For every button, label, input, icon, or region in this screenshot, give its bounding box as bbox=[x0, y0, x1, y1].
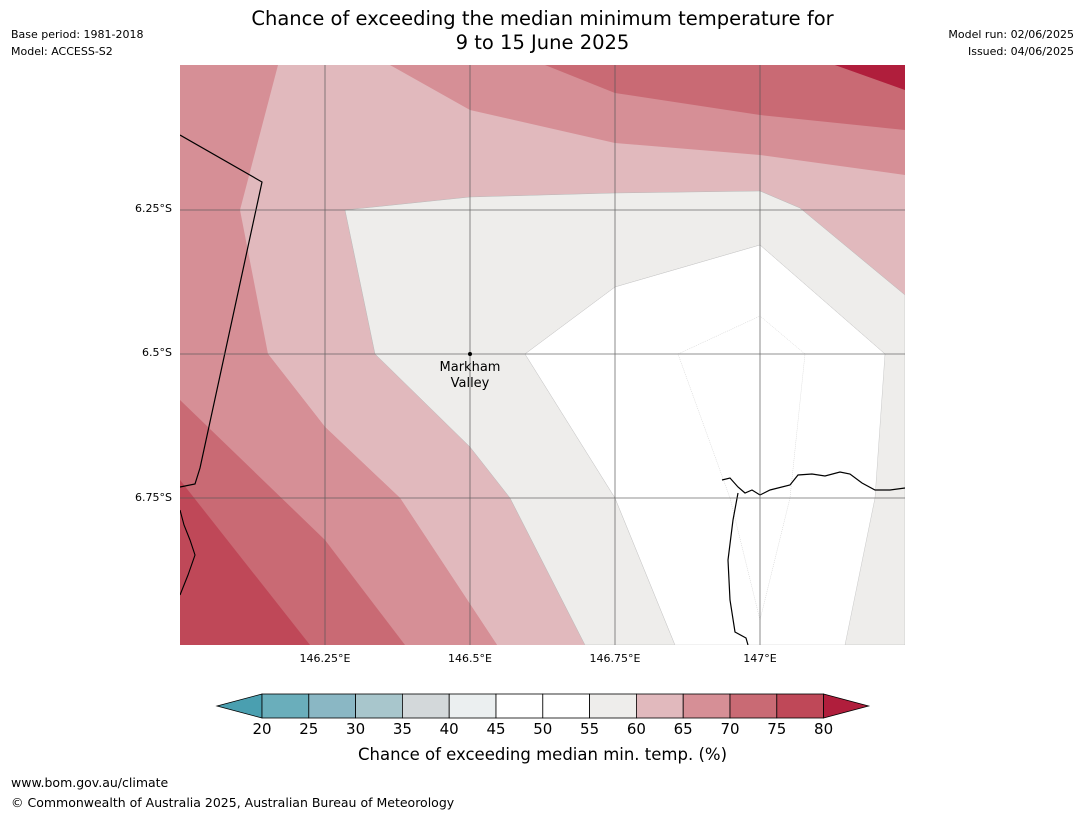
probability-contours bbox=[180, 65, 905, 645]
model-run-text: Model run: 02/06/2025 bbox=[948, 28, 1074, 41]
coastline-west bbox=[180, 509, 196, 596]
colorbar-cell-70-75 bbox=[729, 693, 778, 719]
colorbar-tick-label: 80 bbox=[814, 720, 834, 738]
river-line bbox=[727, 492, 749, 645]
colorbar-cell-40-45 bbox=[448, 693, 497, 719]
border-line bbox=[180, 134, 263, 488]
colorbar-tick-label: 70 bbox=[720, 720, 740, 738]
colorbar-cell-30-35 bbox=[355, 693, 403, 719]
graticule bbox=[180, 65, 905, 645]
lon-tick-label: 147°E bbox=[743, 652, 777, 665]
colorbar-cell-75-80 bbox=[776, 693, 824, 719]
colorbar-tick-label: 20 bbox=[252, 720, 272, 738]
issued-text: Issued: 04/06/2025 bbox=[967, 45, 1074, 58]
colorbar-cells bbox=[215, 693, 871, 719]
lat-tick-label: 6.5°S bbox=[142, 346, 172, 359]
band-75-80-southwest bbox=[180, 480, 310, 645]
colorbar-cell-50-55 bbox=[542, 693, 590, 719]
band-65-70-sw-strip bbox=[180, 354, 497, 645]
footer-copyright: © Commonwealth of Australia 2025, Austra… bbox=[11, 795, 455, 810]
lon-tick-label: 146.25°E bbox=[299, 652, 351, 665]
model-text: Model: ACCESS-S2 bbox=[11, 45, 113, 58]
map-title-line1: Chance of exceeding the median minimum t… bbox=[251, 7, 834, 30]
coastline-east bbox=[721, 471, 905, 496]
meta-right: Model run: 02/06/2025 Issued: 04/06/2025 bbox=[948, 26, 1074, 60]
colorbar-cell-20-25 bbox=[261, 693, 310, 719]
base-period-text: Base period: 1981-2018 bbox=[11, 28, 144, 41]
colorbar-tick-label: 45 bbox=[486, 720, 506, 738]
place-name-line2: Valley bbox=[450, 376, 490, 391]
colorbar-title: Chance of exceeding median min. temp. (%… bbox=[357, 745, 728, 764]
place-name-line1: Markham bbox=[439, 360, 501, 375]
colorbar-tick-label: 50 bbox=[533, 720, 553, 738]
lat-tick-label: 6.75°S bbox=[135, 491, 172, 504]
place-marker bbox=[468, 352, 472, 356]
colorbar-cell-45-50 bbox=[495, 693, 544, 719]
lon-tick-label: 146.75°E bbox=[589, 652, 641, 665]
colorbar-cell-55-60 bbox=[589, 693, 637, 719]
colorbar-cell-60-65 bbox=[636, 693, 684, 719]
colorbar-cell-35-40 bbox=[401, 693, 450, 719]
colorbar-cell-25-30 bbox=[308, 693, 356, 719]
colorbar-tick-label: 35 bbox=[392, 720, 412, 738]
colorbar-tick-label: 60 bbox=[626, 720, 646, 738]
band-70-75-north bbox=[545, 65, 905, 130]
colorbar-tick-label: 75 bbox=[767, 720, 787, 738]
place-label: Markham Valley bbox=[420, 360, 520, 392]
lon-tick-label: 146.5°E bbox=[448, 652, 492, 665]
colorbar-arrow-low bbox=[215, 693, 263, 719]
colorbar-arrow-high bbox=[823, 693, 871, 719]
colorbar-tick-label: 65 bbox=[673, 720, 693, 738]
colorbar-tick-label: 30 bbox=[346, 720, 366, 738]
band-gt80-north bbox=[835, 65, 905, 90]
footer-url[interactable]: www.bom.gov.au/climate bbox=[11, 775, 169, 790]
lat-tick-label: 6.25°S bbox=[135, 202, 172, 215]
colorbar-tick-label: 25 bbox=[299, 720, 319, 738]
colorbar bbox=[215, 693, 871, 719]
colorbar-cell-65-70 bbox=[682, 693, 731, 719]
colorbar-tick-label: 55 bbox=[580, 720, 600, 738]
map-title: Chance of exceeding the median minimum t… bbox=[0, 7, 1085, 55]
meta-left: Base period: 1981-2018 Model: ACCESS-S2 bbox=[11, 26, 143, 60]
colorbar-tick-label: 40 bbox=[439, 720, 459, 738]
map-title-line2: 9 to 15 June 2025 bbox=[455, 31, 630, 54]
